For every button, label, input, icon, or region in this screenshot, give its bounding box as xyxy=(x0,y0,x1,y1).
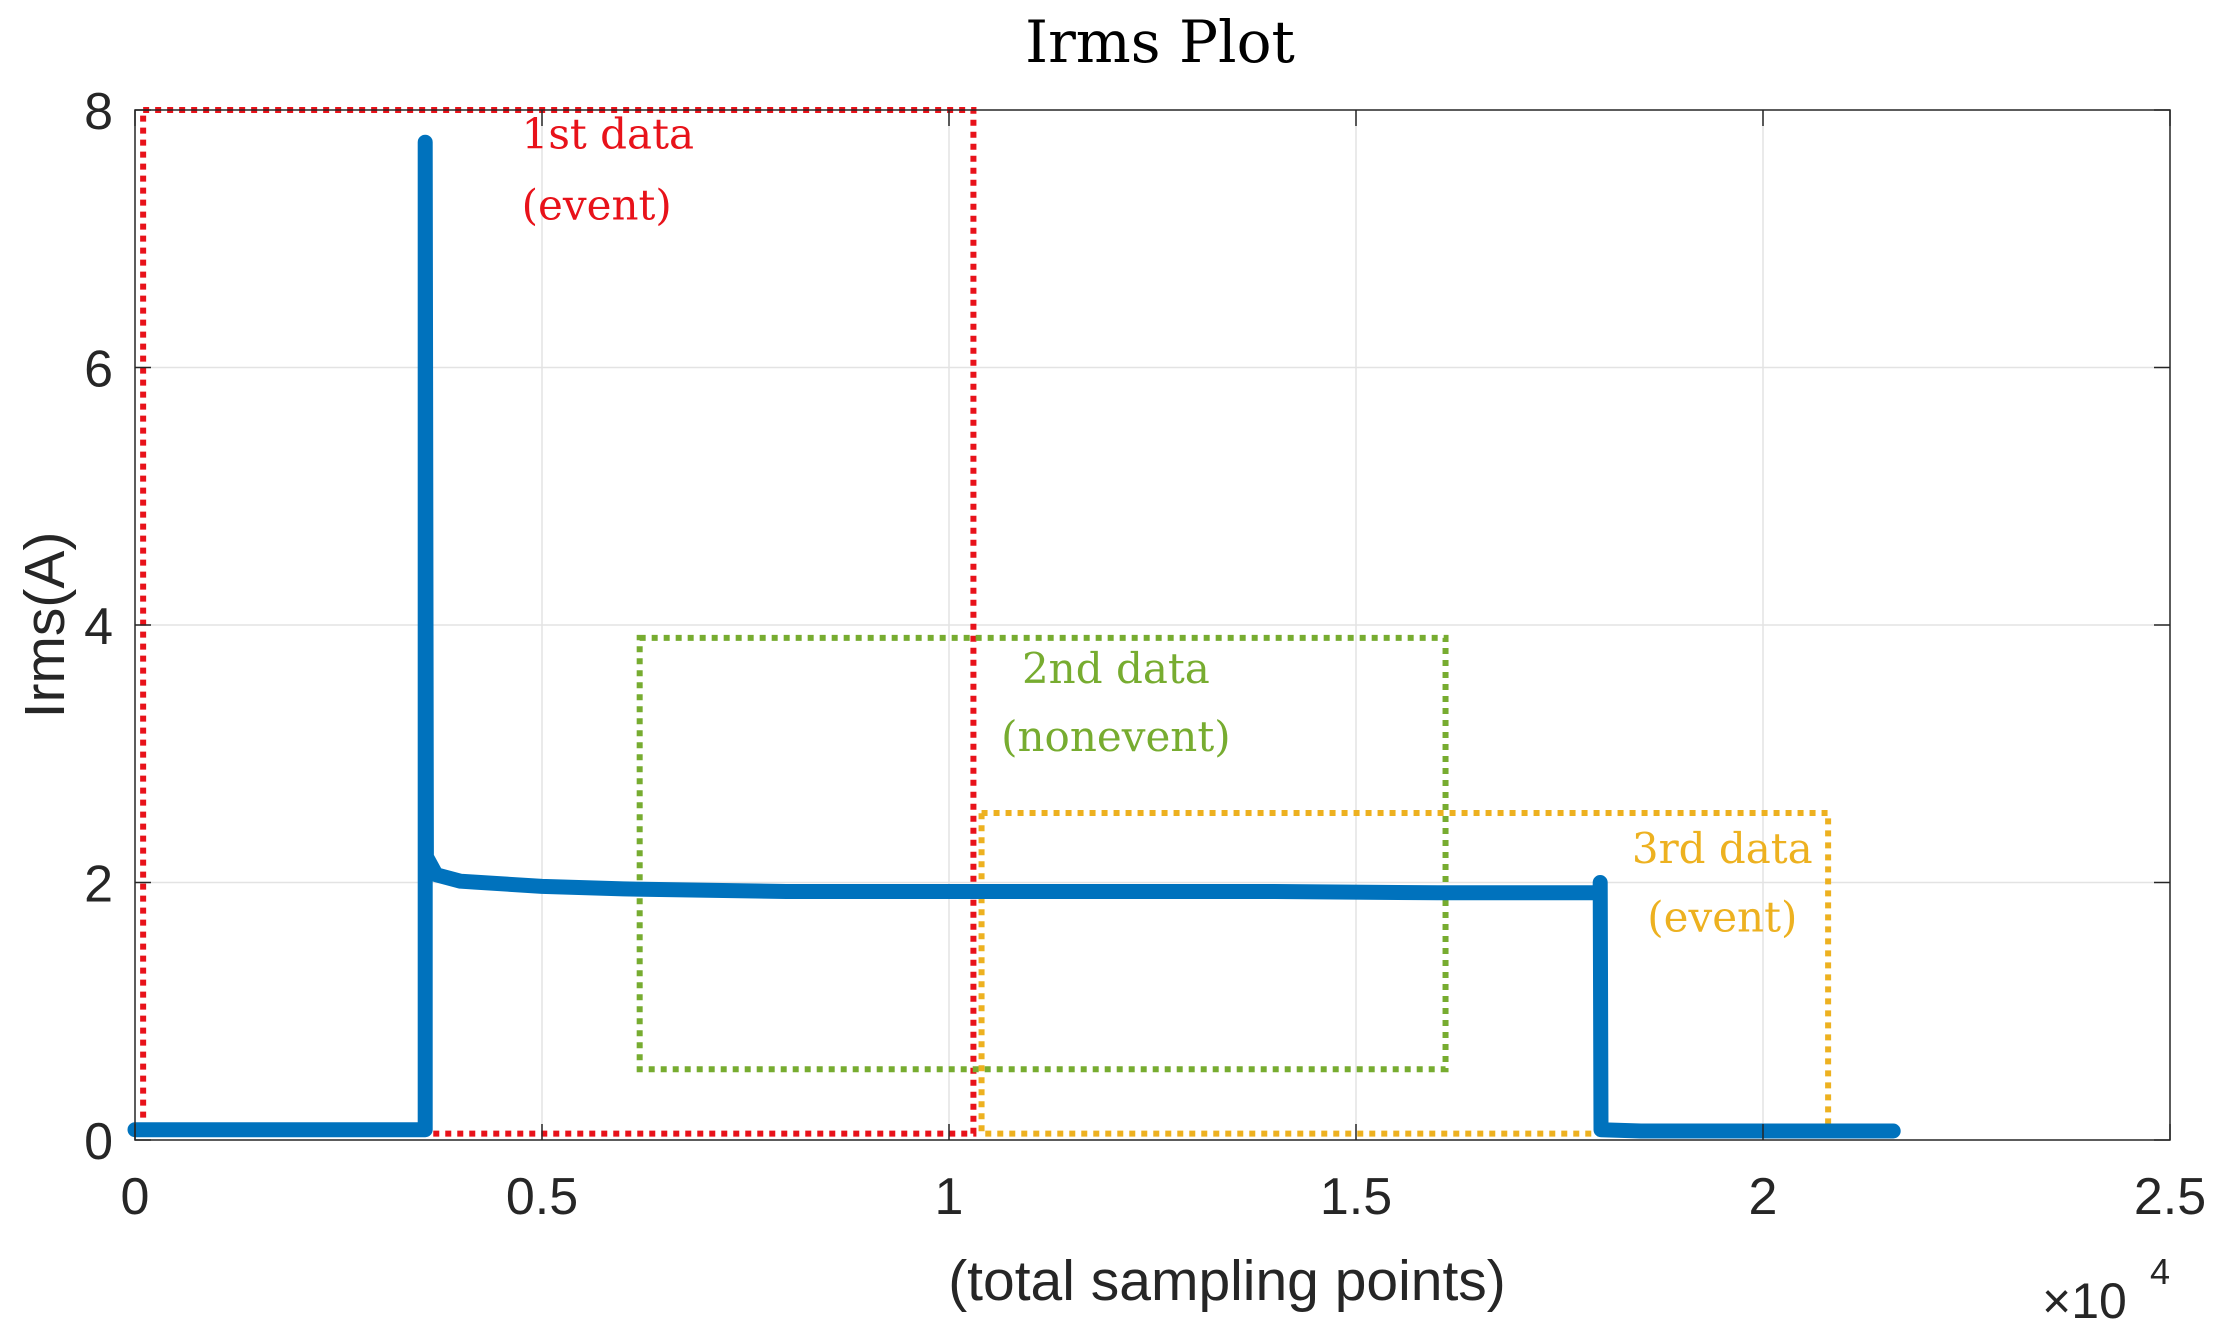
y-axis-label: Irms(A) xyxy=(13,532,77,719)
region-label-2-line2: (nonevent) xyxy=(1001,712,1231,761)
x-tick-label: 1.5 xyxy=(1320,1168,1392,1226)
region-box-2 xyxy=(636,634,1449,1073)
region-boxes: 1st data (event) 2nd data (nonevent) 3rd dat… xyxy=(140,107,1832,1137)
x-tick-label: 1 xyxy=(935,1168,964,1226)
grid-lines xyxy=(135,110,2170,1140)
axis-ticks xyxy=(134,109,2171,1141)
region-label-2-line1: 2nd data xyxy=(1022,644,1210,693)
x-tick-label: 0.5 xyxy=(506,1168,578,1226)
x-axis-label: (total sampling points) xyxy=(948,1249,1506,1313)
y-tick-label: 2 xyxy=(84,856,113,914)
region-label-1-line2: (event) xyxy=(522,180,672,229)
chart-title: Irms Plot xyxy=(1025,8,1295,76)
region-box-3 xyxy=(978,809,1832,1137)
series-line-irms xyxy=(127,134,1901,1139)
region-label-3-line1: 3rd data xyxy=(1632,824,1813,873)
tick-labels: 0 0.5 1 1.5 2 2.5 0 2 4 6 8 xyxy=(84,83,2206,1226)
x-axis-multiplier-exponent: 4 xyxy=(2150,1251,2170,1292)
series-lines xyxy=(127,134,1901,1139)
x-tick-label: 0 xyxy=(121,1168,150,1226)
region-label-1-line1: 1st data xyxy=(522,110,694,159)
x-tick-label: 2 xyxy=(1749,1168,1778,1226)
y-tick-label: 6 xyxy=(84,341,113,399)
y-tick-label: 4 xyxy=(84,598,113,656)
x-axis-multiplier: ×10 xyxy=(2042,1273,2127,1329)
y-tick-label: 0 xyxy=(84,1113,113,1171)
x-tick-label: 2.5 xyxy=(2134,1168,2206,1226)
y-tick-label: 8 xyxy=(84,83,113,141)
region-box-1 xyxy=(140,107,977,1137)
region-label-3-line2: (event) xyxy=(1647,892,1797,941)
